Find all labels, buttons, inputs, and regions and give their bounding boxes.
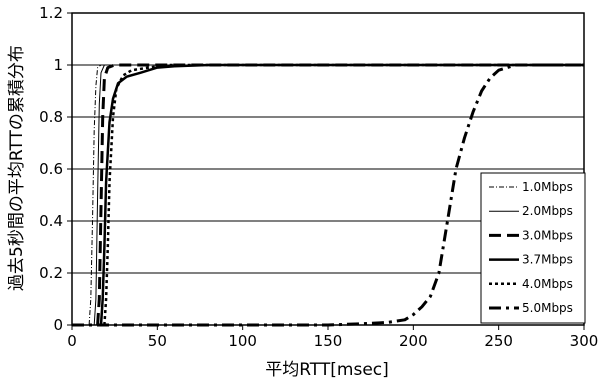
legend-box (480, 172, 586, 324)
x-tick-label: 250 (484, 332, 513, 350)
series-line (93, 64, 584, 326)
y-tick-label: 1.2 (39, 4, 63, 22)
series-line (96, 63, 584, 326)
x-axis-title: 平均RTT[msec] (265, 360, 389, 380)
x-tick-label: 0 (67, 332, 77, 350)
series-line (103, 63, 584, 326)
y-tick-label: 0.2 (39, 264, 63, 282)
series-line (72, 63, 584, 327)
series-lines (72, 63, 584, 327)
y-tick-label: 0 (53, 316, 63, 334)
legend-label: 1.0Mbps (522, 180, 573, 194)
legend-label: 3.0Mbps (522, 228, 573, 242)
y-tick-label: 1 (53, 56, 63, 74)
y-tick-label: 0.8 (39, 108, 63, 126)
x-axis-ticks: 0 50 100 150 200 250 300 (67, 325, 598, 350)
y-axis-ticks: 0 0.2 0.4 0.6 0.8 1 1.2 (39, 4, 72, 334)
y-tick-label: 0.4 (39, 212, 63, 230)
y-tick-label: 0.6 (39, 160, 63, 178)
y-axis-title: 過去5秒間の平均RTTの累積分布 (7, 45, 27, 291)
legend-label: 3.7Mbps (522, 253, 573, 267)
legend-label: 4.0Mbps (522, 277, 573, 291)
x-tick-label: 100 (228, 332, 257, 350)
legend-label: 5.0Mbps (522, 301, 573, 315)
x-tick-label: 200 (399, 332, 428, 350)
legend: 1.0Mbps 2.0Mbps 3.0Mbps 3.7Mbps 4.0Mbps 5.0Mb… (480, 172, 586, 324)
x-tick-label: 300 (570, 332, 599, 350)
x-tick-label: 50 (148, 332, 167, 350)
series-line (88, 64, 584, 326)
x-tick-label: 150 (314, 332, 343, 350)
legend-label: 2.0Mbps (522, 204, 573, 218)
